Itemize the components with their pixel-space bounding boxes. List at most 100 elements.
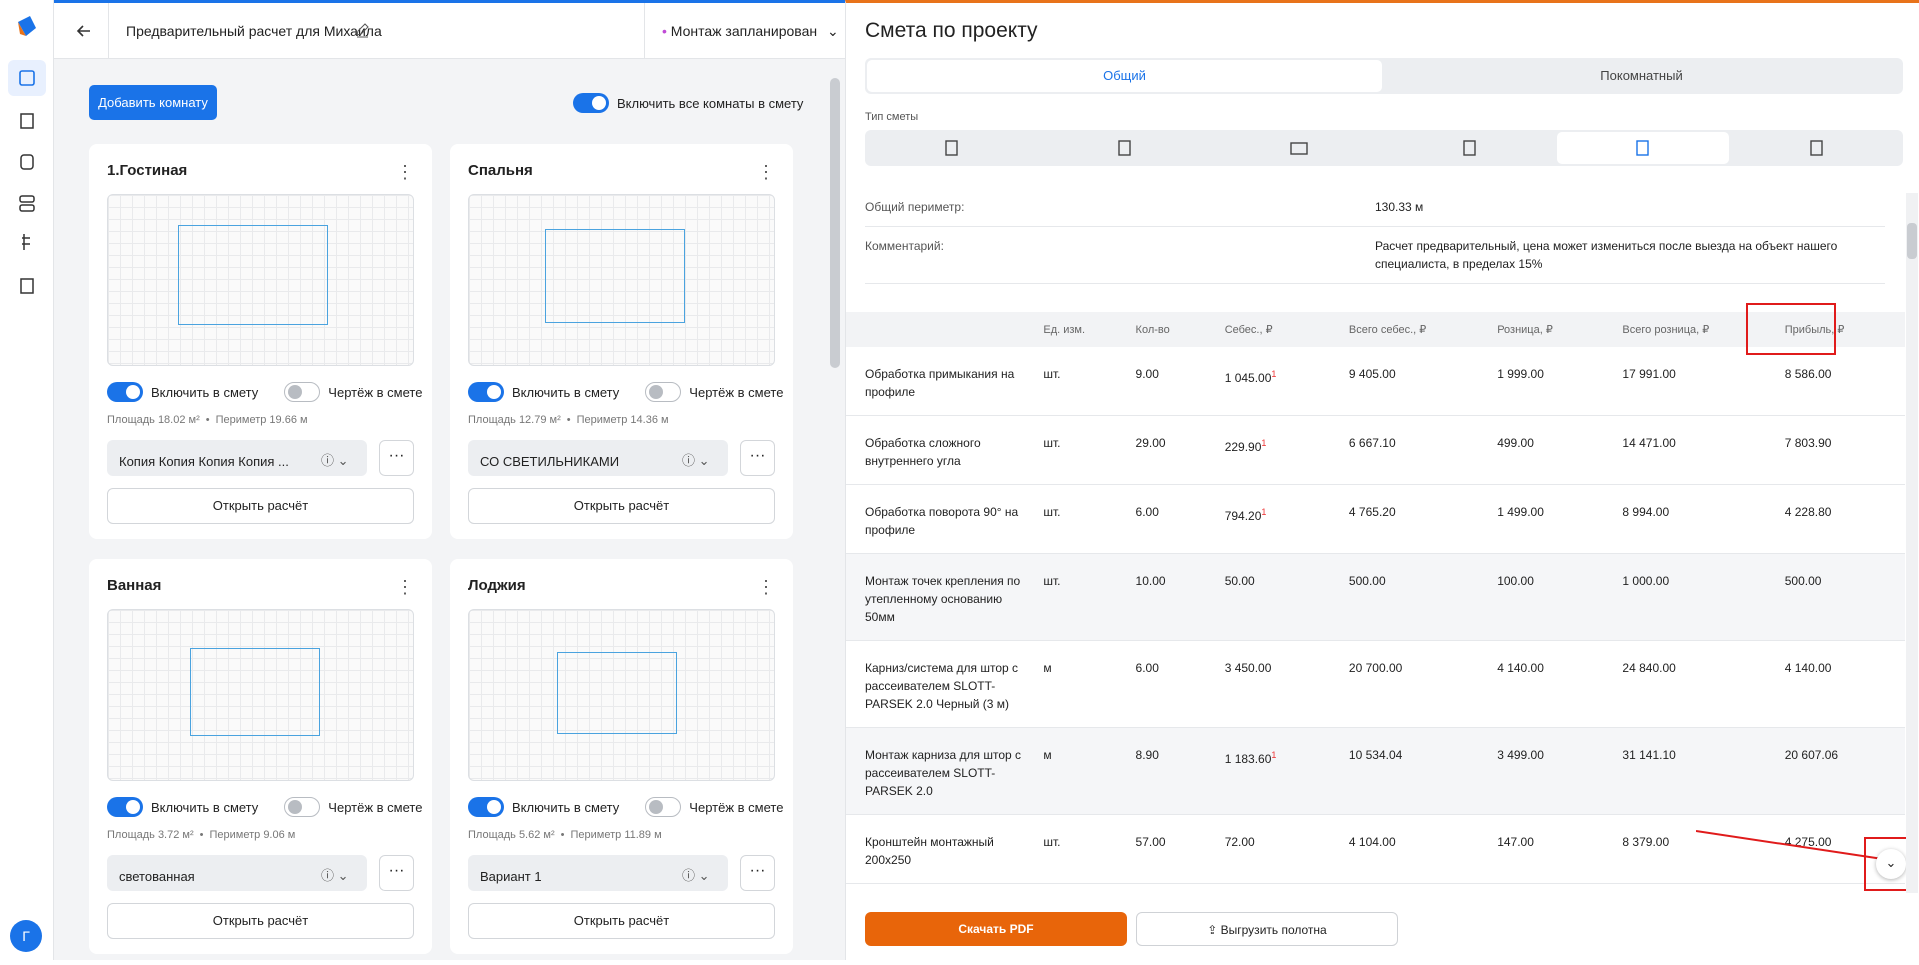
cell: 3 499.00 — [1497, 728, 1622, 815]
open-button[interactable]: Открыть расчёт — [468, 903, 775, 939]
cell: шт. — [1043, 554, 1135, 641]
open-button[interactable]: Открыть расчёт — [468, 488, 775, 524]
estimate-type-icons[interactable] — [865, 130, 1903, 166]
variant: Копия Копия Копия Копия ... — [119, 454, 309, 469]
cell: 500.00 — [1349, 554, 1497, 641]
cell: м — [1043, 641, 1135, 728]
cell: 6.00 — [1136, 485, 1225, 554]
scroll-down-button[interactable]: ⌄ — [1876, 849, 1906, 879]
cell: 14 471.00 — [1622, 416, 1784, 485]
room-drawing — [107, 194, 414, 366]
summary-value: 130.33 м — [1375, 198, 1875, 216]
open-button[interactable]: Открыть расчёт — [107, 488, 414, 524]
room-perimeter: Периметр 11.89 м — [571, 829, 662, 841]
variant-select[interactable]: Вариант 1ⓘ ⌄ — [468, 855, 728, 891]
column-header: Себес., ₽ — [1225, 312, 1349, 347]
cell-value: 8 586.00 — [1785, 367, 1832, 381]
edit-icon[interactable] — [354, 22, 370, 38]
include-toggle[interactable] — [468, 797, 504, 817]
room-toggles: Включить в сметуЧертёж в смете — [107, 797, 448, 817]
variant-menu[interactable]: ··· — [740, 855, 775, 891]
cell: шт. — [1043, 416, 1135, 485]
summary-label: Комментарий: — [865, 237, 1375, 273]
status: Монтаж запланирован — [671, 23, 817, 39]
cell-value: 3 450.00 — [1225, 661, 1272, 675]
cell: 17 991.00 — [1622, 347, 1784, 416]
include-toggle[interactable] — [107, 797, 143, 817]
room-menu[interactable]: ⋮ — [396, 162, 414, 183]
variant-menu[interactable]: ··· — [740, 440, 775, 476]
cell-value: м — [1043, 748, 1051, 762]
variant: светованная — [119, 869, 309, 884]
drawing-toggle[interactable] — [284, 797, 320, 817]
table-row: Монтаж карниза для штор с рассеивателем … — [846, 728, 1905, 815]
drawing-toggle[interactable] — [284, 382, 320, 402]
room-menu[interactable]: ⋮ — [757, 162, 775, 183]
cost-note: 1 — [1271, 369, 1276, 379]
cell-value: 9.00 — [1136, 367, 1159, 381]
item-name: Обработка поворота 90° на профиле — [846, 485, 1043, 554]
item-name: Кронштейн монтажный 200х250 — [846, 815, 1043, 884]
drawing-outline — [178, 225, 328, 325]
include-label: Включить в смету — [151, 385, 258, 400]
room-menu[interactable]: ⋮ — [757, 577, 775, 598]
room-perimeter: Периметр 19.66 м — [216, 414, 308, 426]
cell-value: 100.00 — [1497, 574, 1534, 588]
select-icons: ⓘ ⌄ — [321, 453, 349, 468]
drawing-outline — [190, 648, 320, 736]
cell: 10.00 — [1136, 554, 1225, 641]
estimate-type-label: Тип сметы — [865, 111, 918, 123]
include-all[interactable]: Включить все комнаты в смету — [573, 93, 829, 113]
cell-value: 50.00 — [1225, 574, 1255, 588]
cell: шт. — [1043, 485, 1135, 554]
project-title: Предварительный расчет для Михаила — [126, 23, 382, 39]
cell-value: 10.00 — [1136, 574, 1166, 588]
cell: 1 045.001 — [1225, 347, 1349, 416]
drawing-toggle[interactable] — [645, 382, 681, 402]
tab[interactable]: Покомнатный — [1384, 60, 1899, 92]
drawing-toggle[interactable] — [645, 797, 681, 817]
room-menu[interactable]: ⋮ — [396, 577, 414, 598]
user-avatar[interactable]: Г — [10, 920, 42, 952]
drawing-outline — [545, 229, 685, 323]
export-label: Выгрузить полотна — [1221, 923, 1327, 937]
back-button[interactable] — [72, 19, 96, 43]
cell-value: 17 991.00 — [1622, 367, 1675, 381]
cell-value: 4 140.00 — [1785, 661, 1832, 675]
tab[interactable]: Общий — [867, 60, 1382, 92]
include-toggle[interactable] — [468, 382, 504, 402]
cell-value: 72.00 — [1225, 835, 1255, 849]
table-row: Монтаж точек крепления по утепленному ос… — [846, 554, 1905, 641]
variant-menu[interactable]: ··· — [379, 440, 414, 476]
cell-value: 147.00 — [1497, 835, 1534, 849]
cell: 20 700.00 — [1349, 641, 1497, 728]
download-pdf-button[interactable]: Скачать PDF — [865, 912, 1127, 946]
estimate-title: Смета по проекту — [865, 19, 1038, 43]
cell: 6 667.10 — [1349, 416, 1497, 485]
variant-select[interactable]: Копия Копия Копия Копия ... ⓘ ⌄ — [107, 440, 367, 476]
status-select[interactable]: • Монтаж запланирован ⌄ — [662, 23, 839, 40]
room-toggles: Включить в сметуЧертёж в смете — [107, 382, 448, 402]
room-meta: Площадь 3.72 м²•Периметр 9.06 м — [107, 829, 295, 841]
variant-menu[interactable]: ··· — [379, 855, 414, 891]
variant-select[interactable]: светованнаяⓘ ⌄ — [107, 855, 367, 891]
room-card: 1.Гостиная⋮Включить в сметуЧертёж в смет… — [89, 144, 432, 539]
header: Предварительный расчет для Михаила • Мон… — [54, 3, 845, 59]
include-label: Включить в смету — [151, 800, 258, 815]
drawing-label: Чертёж в смете — [689, 385, 783, 400]
cell: 100.00 — [1497, 554, 1622, 641]
room-meta: Площадь 5.62 м²•Периметр 11.89 м — [468, 829, 662, 841]
add-room-button[interactable]: Добавить комнату — [89, 85, 217, 120]
sidebar-icons — [0, 0, 54, 960]
cell-value: 7 803.90 — [1785, 436, 1832, 450]
open-button[interactable]: Открыть расчёт — [107, 903, 414, 939]
room-card: Ванная⋮Включить в сметуЧертёж в сметеПло… — [89, 559, 432, 954]
variant-select[interactable]: СО СВЕТИЛЬНИКАМИⓘ ⌄ — [468, 440, 728, 476]
cell-value: 1 183.60 — [1225, 752, 1272, 766]
cell-value: 499.00 — [1497, 436, 1534, 450]
export-button[interactable]: ⇪ Выгрузить полотна — [1136, 912, 1398, 946]
include-toggle[interactable] — [107, 382, 143, 402]
cell: 8 994.00 — [1622, 485, 1784, 554]
cost-note: 1 — [1261, 438, 1266, 448]
separator: • — [206, 414, 210, 426]
